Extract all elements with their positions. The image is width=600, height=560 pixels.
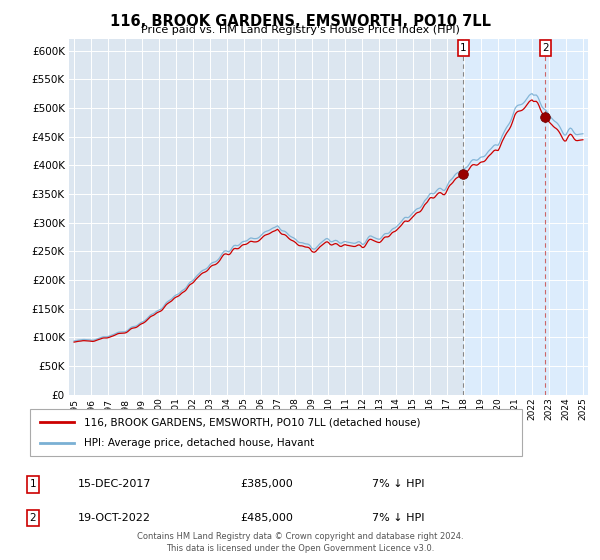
- Text: 2: 2: [542, 43, 549, 53]
- Text: 1: 1: [29, 479, 37, 489]
- FancyBboxPatch shape: [30, 409, 522, 456]
- Text: 19-OCT-2022: 19-OCT-2022: [78, 513, 151, 523]
- Text: 15-DEC-2017: 15-DEC-2017: [78, 479, 151, 489]
- Text: 2: 2: [29, 513, 37, 523]
- Text: £385,000: £385,000: [240, 479, 293, 489]
- Text: 116, BROOK GARDENS, EMSWORTH, PO10 7LL: 116, BROOK GARDENS, EMSWORTH, PO10 7LL: [110, 14, 491, 29]
- Bar: [463, 39, 588, 395]
- Text: 116, BROOK GARDENS, EMSWORTH, PO10 7LL (detached house): 116, BROOK GARDENS, EMSWORTH, PO10 7LL (…: [84, 417, 421, 427]
- Text: 1: 1: [460, 43, 467, 53]
- Text: £485,000: £485,000: [240, 513, 293, 523]
- Text: Price paid vs. HM Land Registry's House Price Index (HPI): Price paid vs. HM Land Registry's House …: [140, 25, 460, 35]
- Text: 7% ↓ HPI: 7% ↓ HPI: [372, 479, 425, 489]
- Text: 7% ↓ HPI: 7% ↓ HPI: [372, 513, 425, 523]
- Text: Contains HM Land Registry data © Crown copyright and database right 2024.
This d: Contains HM Land Registry data © Crown c…: [137, 533, 463, 553]
- Text: HPI: Average price, detached house, Havant: HPI: Average price, detached house, Hava…: [84, 438, 314, 448]
